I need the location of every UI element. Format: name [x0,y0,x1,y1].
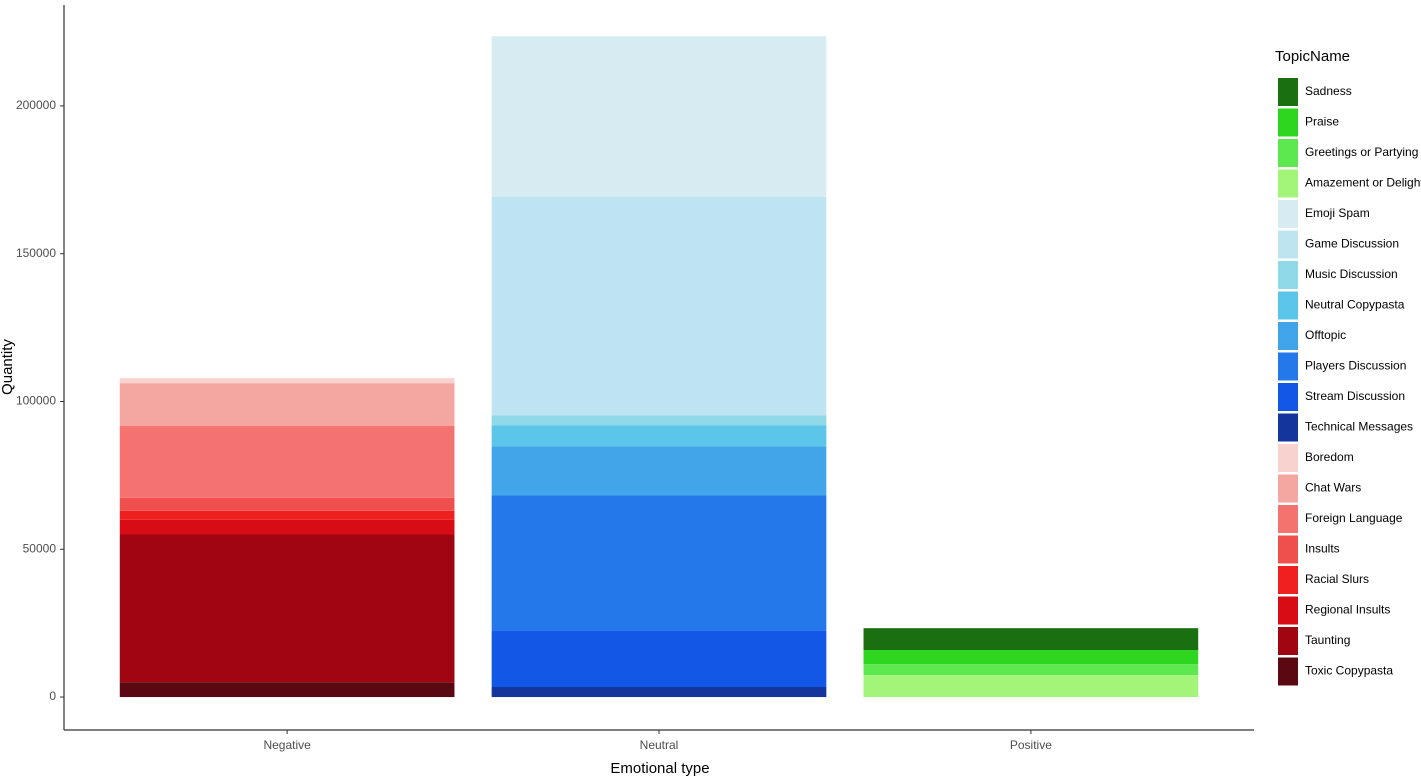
legend-key [1278,505,1298,533]
legend-key [1278,596,1298,625]
legend-label: Racial Slurs [1305,572,1369,586]
legend-key [1278,78,1298,106]
bar-segment [119,534,455,683]
legend-label: Players Discussion [1305,359,1406,373]
legend-key [1278,200,1298,228]
bar-segment [119,426,455,498]
legend-label: Music Discussion [1305,267,1398,281]
x-axis-title: Emotional type [610,760,709,777]
bar-segment [119,383,455,427]
legend-key [1278,535,1298,564]
bar-segment [491,415,827,426]
x-tick-label: Negative [263,738,311,752]
legend-key [1278,169,1298,198]
legend-label: Sadness [1305,84,1352,98]
legend-label: Emoji Spam [1305,206,1370,220]
bar-segment [119,510,455,520]
x-tick-label: Neutral [640,738,679,752]
legend-key [1278,474,1298,503]
legend-key [1278,413,1298,442]
legend-key [1278,139,1298,167]
y-tick-label: 0 [49,689,56,703]
y-tick-label: 100000 [16,394,56,408]
legend-key [1278,566,1298,594]
bar-segment [491,686,827,698]
bar-segment [491,495,827,631]
legend-key [1278,627,1298,655]
bar-segment [491,196,827,416]
legend-label: Neutral Copypasta [1305,298,1405,312]
legend-title: TopicName [1275,48,1350,65]
legend-key [1278,261,1298,289]
legend-key [1278,444,1298,472]
legend-label: Praise [1305,115,1339,129]
y-tick-label: 200000 [16,98,56,112]
y-tick-label: 150000 [16,246,56,260]
legend-key [1278,230,1298,259]
x-tick-label: Positive [1010,738,1052,752]
legend-key [1278,291,1298,320]
legend-label: Technical Messages [1305,420,1413,434]
legend-label: Stream Discussion [1305,389,1405,403]
bar-segment [491,36,827,197]
legend-label: Insults [1305,542,1340,556]
bar-segment [119,497,455,511]
legend-label: Toxic Copypasta [1305,664,1393,678]
bar-segment [863,664,1199,676]
legend-label: Amazement or Delight [1305,176,1421,190]
legend-label: Chat Wars [1305,481,1361,495]
legend-key [1278,383,1298,411]
legend-label: Greetings or Partying [1305,145,1418,159]
bar-segment [491,446,827,496]
bar-segment [491,425,827,447]
y-axis-title: Quantity [0,339,16,395]
y-tick-label: 50000 [23,541,57,555]
legend-label: Boredom [1305,450,1354,464]
legend-key [1278,108,1298,137]
legend-label: Regional Insults [1305,603,1390,617]
bar-segment [119,519,455,535]
bar-segment [491,630,827,687]
legend-label: Taunting [1305,633,1350,647]
legend-key [1278,352,1298,381]
legend-key [1278,322,1298,350]
bar-segment [863,650,1199,665]
bar-segment [863,628,1199,651]
bar-segment [863,675,1199,698]
legend-label: Foreign Language [1305,511,1403,525]
legend-label: Game Discussion [1305,237,1399,251]
legend-label: Offtopic [1305,328,1346,342]
legend-key [1278,657,1298,686]
bar-segment [119,378,455,384]
bar-segment [119,682,455,698]
